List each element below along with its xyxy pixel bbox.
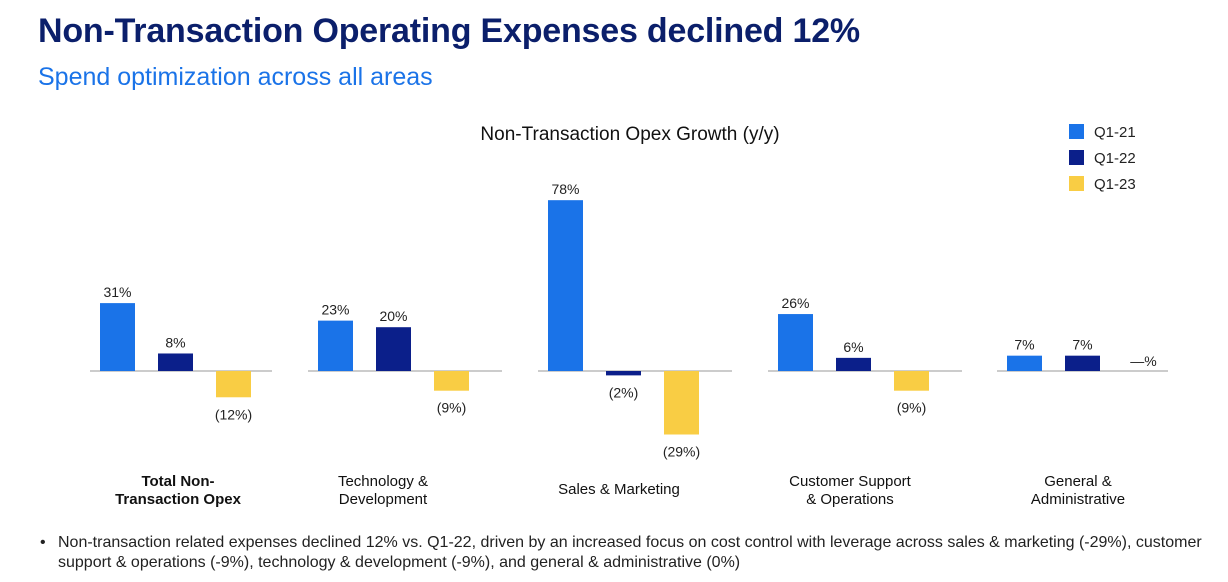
bar-q1-23: [894, 371, 929, 391]
data-label: 6%: [843, 339, 863, 355]
page-title: Non-Transaction Operating Expenses decli…: [38, 12, 860, 50]
data-label: 7%: [1072, 337, 1092, 353]
bar-q1-22: [606, 371, 641, 376]
data-label: 20%: [379, 308, 407, 324]
category-label: Sales & Marketing: [558, 481, 680, 498]
bar-q1-21: [548, 200, 583, 371]
bar-q1-21: [778, 314, 813, 371]
data-label: —%: [1130, 353, 1156, 369]
legend-label: Q1-23: [1094, 176, 1136, 193]
bar-q1-21: [318, 320, 353, 371]
data-label: 7%: [1014, 337, 1034, 353]
footnote-bullet: •: [40, 534, 46, 551]
data-label: (9%): [897, 400, 927, 416]
page-subtitle: Spend optimization across all areas: [38, 63, 433, 91]
category-label: Total Non-: [141, 473, 214, 490]
data-label: (9%): [437, 400, 467, 416]
footnote: • Non-transaction related expenses decli…: [38, 533, 1213, 573]
legend-swatch: [1069, 124, 1084, 139]
bar-q1-23: [664, 371, 699, 435]
bar-q1-22: [836, 357, 871, 371]
legend-swatch: [1069, 176, 1084, 191]
data-label: 26%: [781, 295, 809, 311]
data-label: 31%: [103, 284, 131, 300]
bar-q1-22: [158, 353, 193, 371]
category-label: Customer Support: [789, 473, 912, 490]
footnote-text: Non-transaction related expenses decline…: [58, 534, 1202, 571]
bar-chart: Non-Transaction Opex Growth (y/y) 31% 23% 7…: [90, 124, 1168, 508]
bar-q1-21: [1007, 355, 1042, 371]
category-label: Administrative: [1031, 491, 1125, 508]
data-label: (2%): [609, 384, 639, 400]
legend-label: Q1-21: [1094, 124, 1136, 141]
legend-swatch: [1069, 150, 1084, 165]
category-label: Transaction Opex: [115, 491, 242, 508]
bar-q1-23: [216, 371, 251, 398]
data-label: 23%: [321, 302, 349, 318]
category-label: Technology &: [338, 473, 428, 490]
chart-title: Non-Transaction Opex Growth (y/y): [480, 124, 779, 145]
category-label: Development: [339, 491, 428, 508]
category-label: General &: [1044, 473, 1112, 490]
bar-q1-21: [100, 303, 135, 371]
data-label: (12%): [215, 406, 252, 422]
bar-q1-22: [376, 327, 411, 371]
data-label: 8%: [165, 334, 185, 350]
bar-q1-23: [434, 371, 469, 391]
data-label: 78%: [551, 181, 579, 197]
legend-label: Q1-22: [1094, 150, 1136, 167]
category-label: & Operations: [806, 491, 894, 508]
data-label: (29%): [663, 444, 700, 460]
bar-q1-22: [1065, 355, 1100, 371]
